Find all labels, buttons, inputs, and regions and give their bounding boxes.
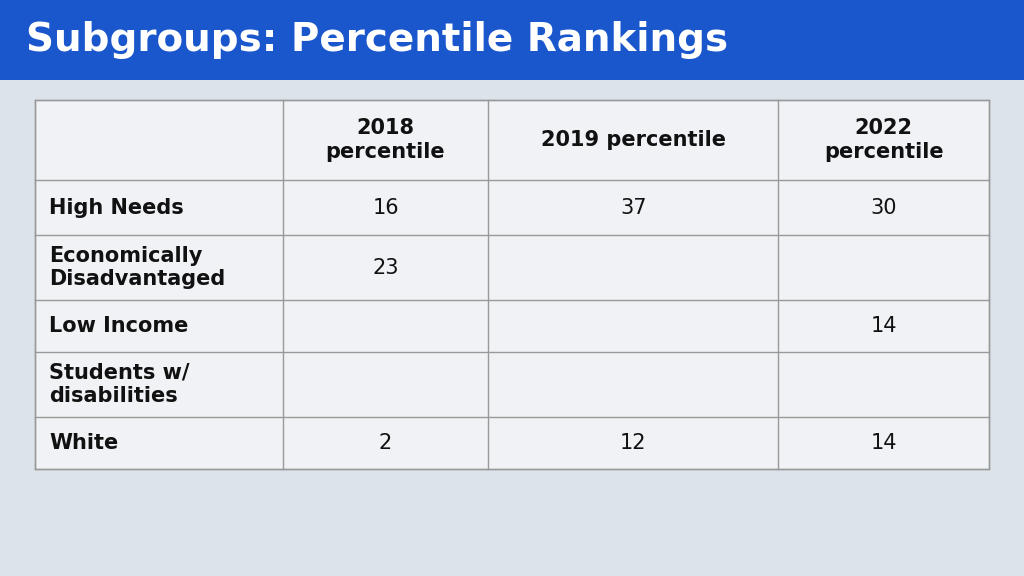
Text: 14: 14 <box>870 316 897 336</box>
Text: Economically
Disadvantaged: Economically Disadvantaged <box>49 246 225 289</box>
Text: 2022
percentile: 2022 percentile <box>823 119 943 162</box>
Text: Students w/
disabilities: Students w/ disabilities <box>49 363 189 406</box>
Text: 37: 37 <box>620 198 646 218</box>
Text: 12: 12 <box>620 433 646 453</box>
Text: 2: 2 <box>379 433 392 453</box>
Text: 23: 23 <box>373 257 398 278</box>
Text: 2018
percentile: 2018 percentile <box>326 119 445 162</box>
Text: 2019 percentile: 2019 percentile <box>541 130 726 150</box>
Text: White: White <box>49 433 118 453</box>
Text: 14: 14 <box>870 433 897 453</box>
Text: 16: 16 <box>372 198 398 218</box>
Text: High Needs: High Needs <box>49 198 183 218</box>
Text: Subgroups: Percentile Rankings: Subgroups: Percentile Rankings <box>26 21 728 59</box>
Text: 30: 30 <box>870 198 897 218</box>
Text: Low Income: Low Income <box>49 316 188 336</box>
